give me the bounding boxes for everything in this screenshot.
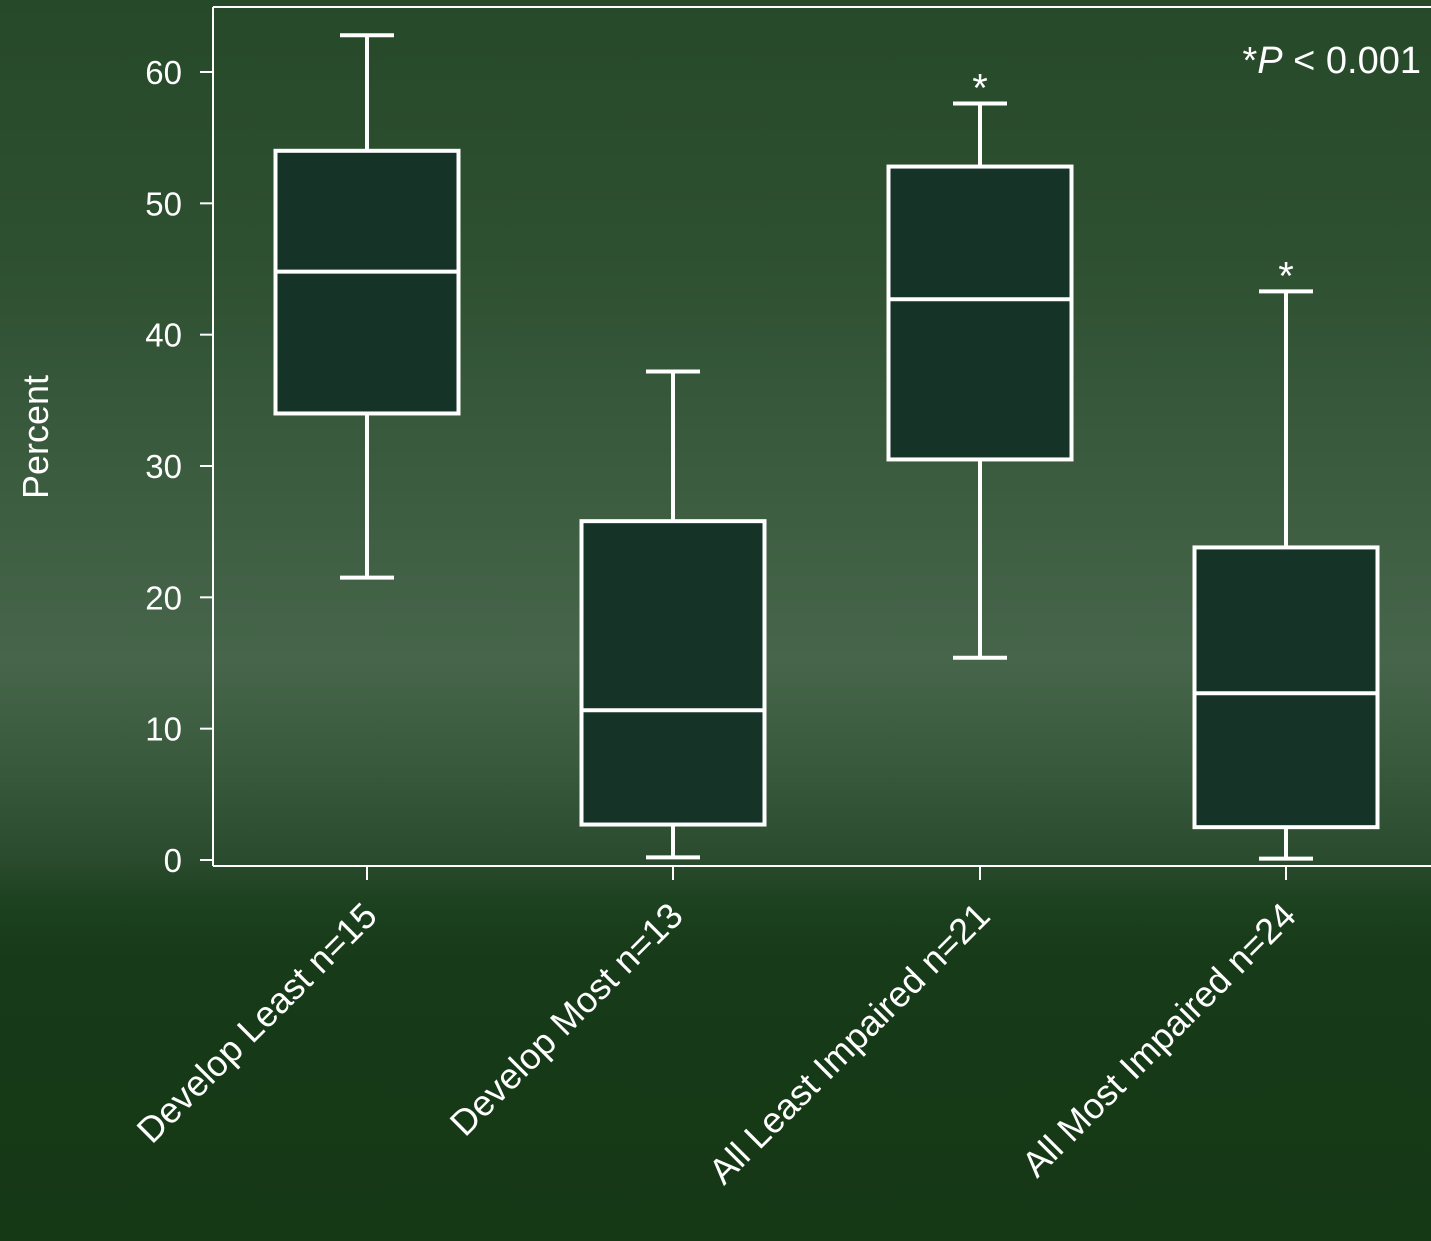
box-2 xyxy=(579,369,767,860)
p-annotation-prefix: * xyxy=(1242,40,1257,82)
y-axis-title: Percent xyxy=(15,375,56,499)
plot-frame xyxy=(212,6,1431,867)
y-tick-label: 40 xyxy=(145,317,182,354)
y-tick-label: 20 xyxy=(145,579,182,616)
significance-marker: * xyxy=(972,67,988,111)
significance-marker: * xyxy=(1278,254,1294,298)
y-tick-label: 30 xyxy=(145,448,182,485)
y-tick-label: 60 xyxy=(145,54,182,91)
x-category-label: All Least Impaired n=21 xyxy=(701,895,998,1192)
x-axis: Develop Least n=15 Develop Most n=13 All L… xyxy=(129,866,1304,1192)
iqr-box xyxy=(1192,545,1380,830)
y-tick-label: 10 xyxy=(145,711,182,748)
p-annotation-text: < 0.001 xyxy=(1283,40,1421,82)
x-category-label: All Most Impaired n=24 xyxy=(1014,895,1304,1185)
p-value-annotation: *P < 0.001 xyxy=(1242,40,1421,82)
iqr-box xyxy=(579,519,767,827)
box-3: * xyxy=(886,67,1074,660)
p-annotation-symbol: P xyxy=(1257,40,1283,82)
box-4: * xyxy=(1192,254,1380,861)
y-axis: 0 10 20 30 40 50 60 xyxy=(145,54,213,879)
y-tick-label: 50 xyxy=(145,185,182,222)
x-category-label: Develop Least n=15 xyxy=(129,895,385,1151)
y-tick-label: 0 xyxy=(164,842,182,879)
x-category-label: Develop Most n=13 xyxy=(442,895,691,1144)
iqr-box xyxy=(273,148,461,416)
boxes: ** xyxy=(273,33,1380,861)
iqr-box xyxy=(886,164,1074,462)
box-1 xyxy=(273,33,461,580)
